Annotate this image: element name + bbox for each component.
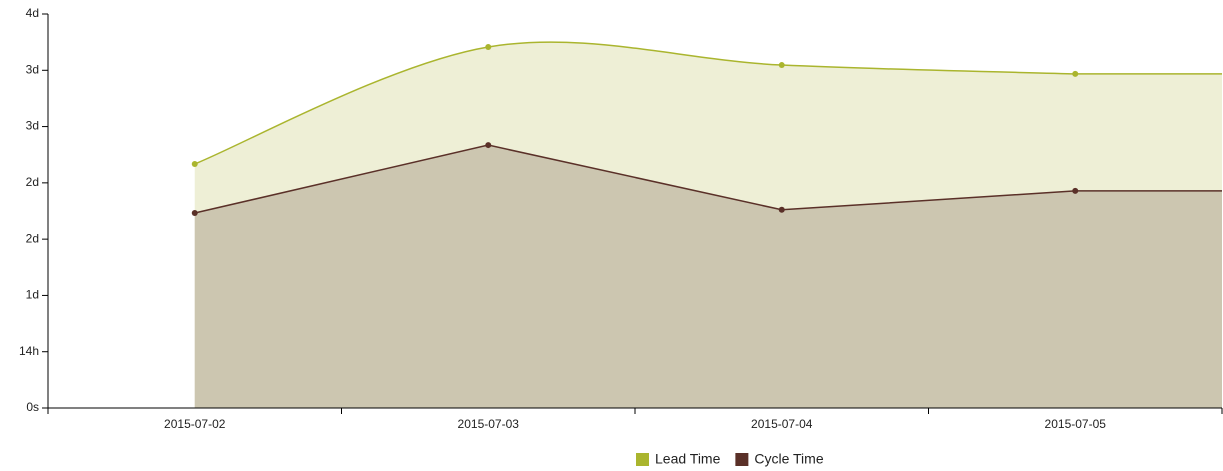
line (194, 41, 1076, 165)
x-tick-label: 2015-07-05 (1045, 417, 1107, 431)
legend-swatch (735, 453, 749, 466)
y-tick-label: 3d (26, 119, 39, 133)
y-tick-label: 0s (26, 400, 39, 414)
point (485, 43, 492, 50)
point (778, 62, 785, 69)
point (1072, 187, 1079, 194)
legend: Lead Time Cycle Time (636, 451, 824, 467)
axes: 0s 14h 1d 2d 2d 3d 3d 4d 2015-07-02 2015-07-03 201… (19, 6, 1223, 431)
y-tick-label: 1d (26, 288, 39, 302)
point (778, 206, 785, 213)
areas (191, 41, 1222, 409)
point (191, 160, 198, 167)
legend-label: Lead Time (655, 451, 721, 467)
x-tick-label: 2015-07-03 (458, 417, 520, 431)
area-extension (1074, 190, 1222, 408)
y-tick-label: 2d (26, 231, 39, 245)
x-tick-label: 2015-07-02 (164, 417, 226, 431)
area (194, 145, 1076, 408)
y-tick-label: 3d (26, 62, 39, 76)
legend-swatch (636, 453, 649, 466)
x-tick-label: 2015-07-04 (751, 417, 813, 431)
line (194, 144, 1076, 214)
point (191, 210, 198, 217)
y-tick-label: 4d (26, 6, 39, 20)
point (485, 142, 492, 149)
y-tick-label: 14h (19, 344, 39, 358)
legend-label: Cycle Time (754, 451, 823, 467)
point (1072, 70, 1079, 77)
y-tick-label: 2d (26, 175, 39, 189)
